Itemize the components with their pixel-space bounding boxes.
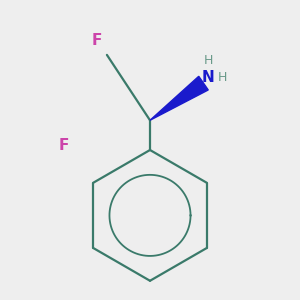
Text: F: F bbox=[91, 32, 102, 47]
Text: N: N bbox=[202, 70, 214, 85]
Polygon shape bbox=[150, 76, 208, 120]
Text: H: H bbox=[218, 71, 227, 84]
Text: F: F bbox=[58, 138, 69, 153]
Text: H: H bbox=[203, 54, 213, 67]
